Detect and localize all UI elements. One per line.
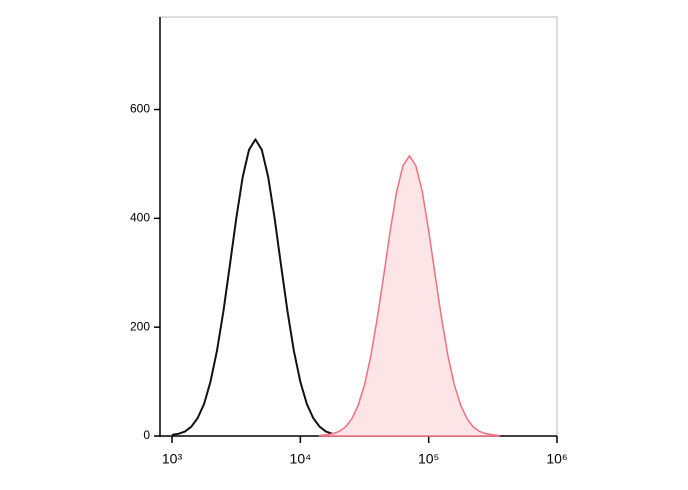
x-tick-label: 10⁶ bbox=[546, 451, 567, 467]
histogram-line bbox=[318, 155, 501, 437]
x-tick-label: 10³ bbox=[162, 451, 183, 467]
x-tick-label: 10⁴ bbox=[290, 451, 312, 467]
histogram-line bbox=[171, 138, 333, 436]
plot-frame bbox=[159, 16, 558, 437]
y-tick-label: 0 bbox=[143, 428, 150, 442]
y-tick-label: 200 bbox=[130, 319, 150, 333]
y-tick-label: 400 bbox=[130, 211, 150, 225]
y-tick-label: 600 bbox=[130, 102, 150, 116]
x-tick-label: 10⁵ bbox=[418, 451, 439, 467]
